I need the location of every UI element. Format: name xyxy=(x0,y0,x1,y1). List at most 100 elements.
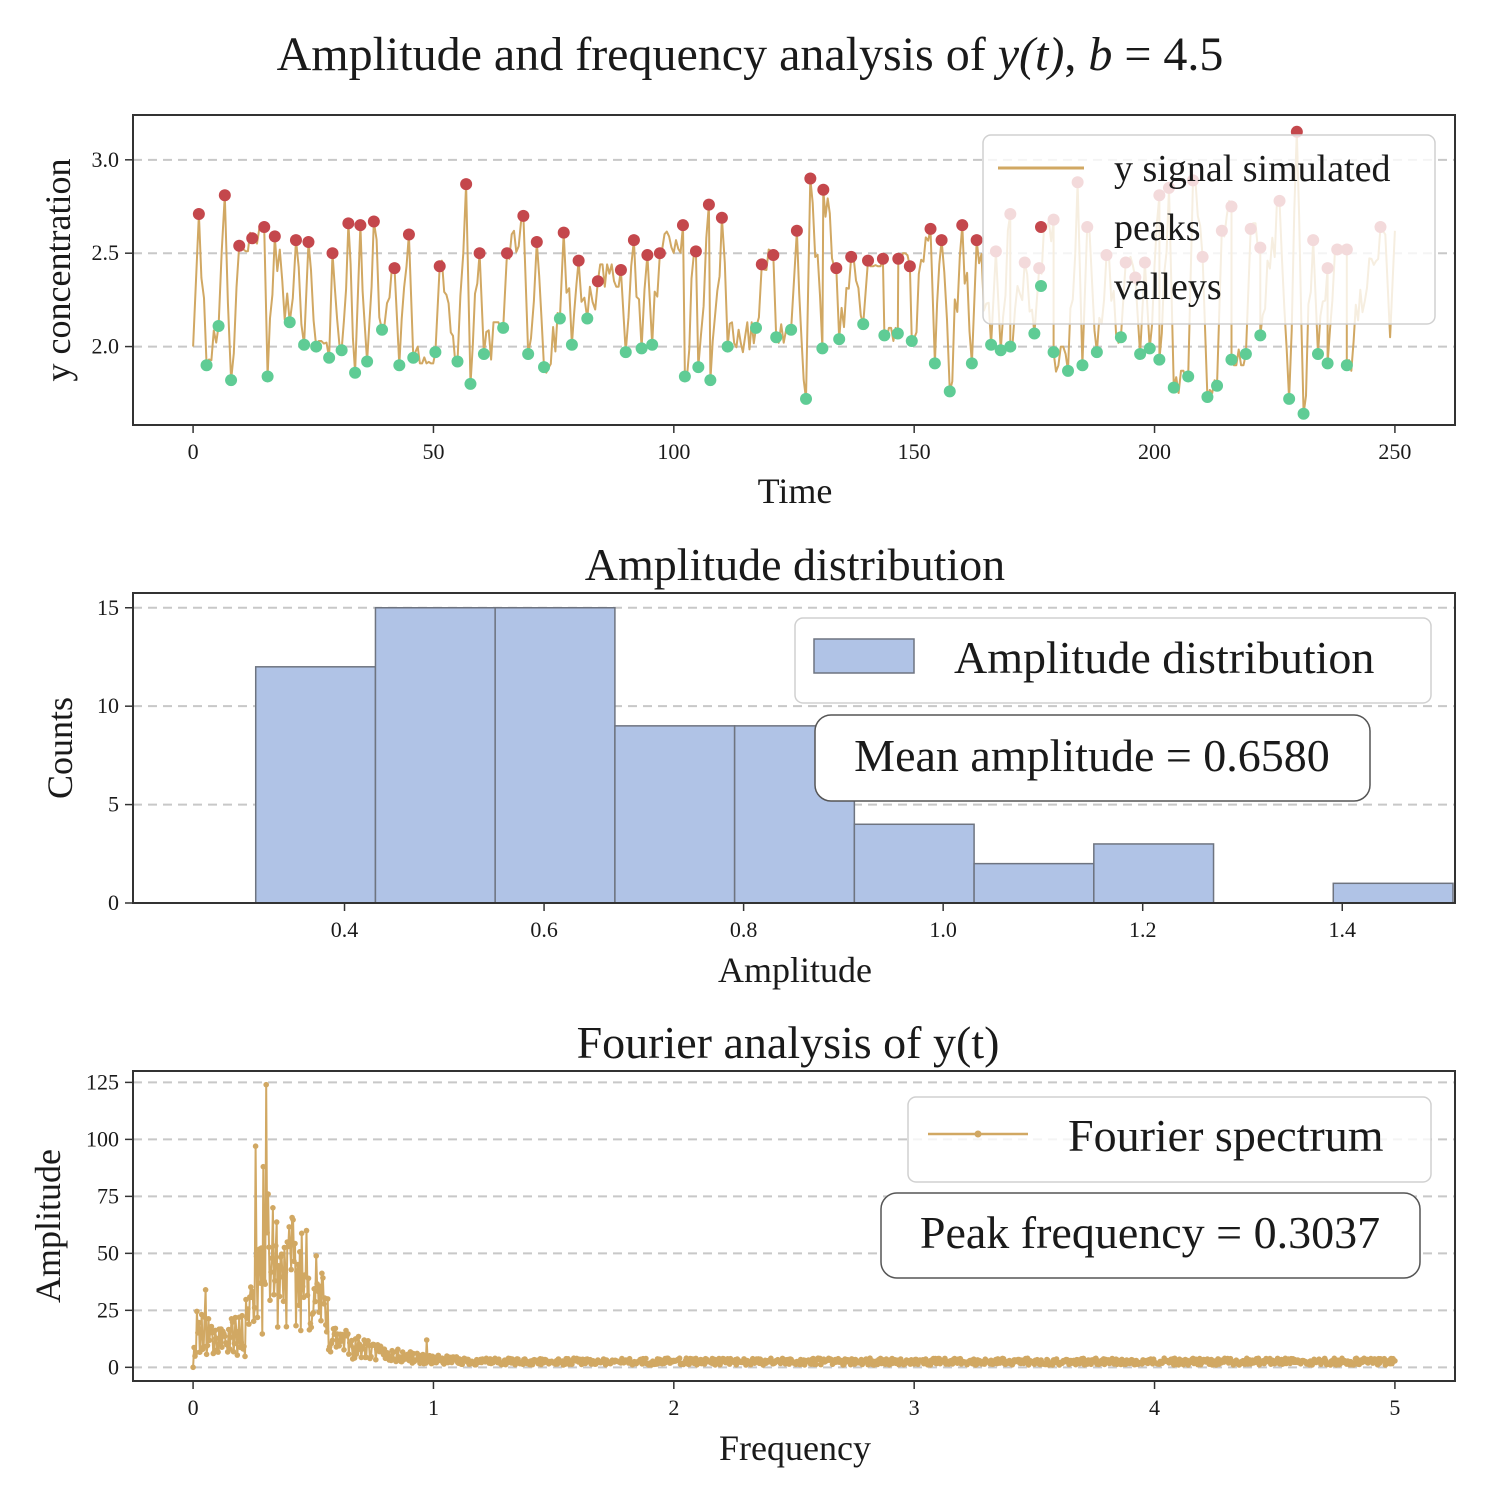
legend-peaks-label: peaks xyxy=(1114,207,1201,249)
fourier-point xyxy=(308,1324,315,1331)
fourier-point xyxy=(341,1347,347,1353)
fourier-point xyxy=(296,1302,302,1309)
peak-marker xyxy=(433,260,446,273)
fourier-point xyxy=(315,1288,321,1295)
fourier-point xyxy=(215,1349,221,1355)
fourier-point xyxy=(327,1349,334,1355)
fourier-point xyxy=(269,1255,275,1261)
time-series-legend: y signal simulated peaks valleys xyxy=(982,134,1436,325)
fourier-point xyxy=(223,1341,230,1348)
time-series-ylabel: y concentration xyxy=(38,159,78,382)
peak-marker xyxy=(530,235,543,248)
histogram-frame xyxy=(132,592,1456,904)
fourier-point xyxy=(255,1251,262,1257)
valley-marker xyxy=(1076,359,1089,372)
histogram-xtick-label: 1.2 xyxy=(1129,917,1157,942)
peak-marker xyxy=(641,249,654,262)
valley-marker xyxy=(635,342,648,355)
peak-marker xyxy=(804,172,817,185)
valley-marker xyxy=(833,333,846,346)
peak-marker xyxy=(218,189,231,202)
fourier-point xyxy=(319,1270,325,1277)
fourier-point xyxy=(271,1291,277,1298)
fourier-point xyxy=(324,1296,331,1302)
peak-frequency-box: Peak frequency = 0.3037 xyxy=(880,1192,1421,1279)
valley-marker xyxy=(770,331,783,344)
fourier-point xyxy=(393,1358,399,1365)
peak-marker xyxy=(233,239,246,252)
fourier-legend: Fourier spectrum xyxy=(907,1096,1432,1183)
valley-marker xyxy=(1201,390,1214,403)
peak-marker xyxy=(268,230,281,243)
fourier-point xyxy=(219,1344,225,1350)
valley-marker xyxy=(1211,379,1224,392)
valley-marker xyxy=(407,351,420,364)
fourier-point xyxy=(248,1284,254,1290)
legend-box xyxy=(982,134,1436,325)
fourier-point xyxy=(304,1292,311,1298)
valley-marker xyxy=(692,361,705,374)
fourier-xlabel: Frequency xyxy=(719,1428,871,1468)
valley-marker xyxy=(985,338,998,351)
valley-marker xyxy=(1062,364,1075,377)
histogram-bar xyxy=(374,607,496,904)
histogram-ytick-label: 5 xyxy=(108,792,119,817)
fourier-xtick-label: 3 xyxy=(909,1395,920,1420)
valley-marker xyxy=(704,374,717,387)
valley-marker xyxy=(1028,327,1041,340)
valley-marker xyxy=(429,346,442,359)
fourier-point xyxy=(191,1344,197,1351)
fourier-point xyxy=(297,1249,303,1255)
peak-marker xyxy=(903,260,916,273)
fourier-point xyxy=(273,1219,280,1225)
fourier-point xyxy=(282,1269,289,1276)
histogram-xtick-label: 0.8 xyxy=(730,917,758,942)
valley-marker xyxy=(994,344,1007,357)
peak-marker xyxy=(676,219,689,232)
peak-marker xyxy=(924,222,937,235)
fourier-point xyxy=(265,1191,271,1197)
annotation-box xyxy=(814,714,1371,802)
peak-marker xyxy=(653,247,666,260)
legend-valleys-label: valleys xyxy=(1114,266,1222,308)
fourier-point xyxy=(292,1240,298,1247)
valley-marker xyxy=(451,355,464,368)
fourier-point xyxy=(283,1323,290,1330)
valley-marker xyxy=(283,316,296,329)
fourier-point xyxy=(280,1298,287,1305)
valley-marker xyxy=(1004,340,1017,353)
fourier-point xyxy=(246,1321,252,1327)
fourier-point xyxy=(274,1324,281,1330)
fourier-point xyxy=(312,1298,319,1305)
fourier-point xyxy=(249,1288,256,1295)
fourier-point xyxy=(203,1351,210,1358)
fourier-point xyxy=(290,1217,296,1223)
valley-marker xyxy=(750,321,763,334)
time-series-xtick-label: 100 xyxy=(657,439,690,464)
fourier-point xyxy=(291,1258,297,1265)
legend-valleys-swatch xyxy=(1035,280,1047,292)
valley-marker xyxy=(878,329,891,342)
fourier-point xyxy=(248,1294,255,1301)
fourier-point xyxy=(279,1274,286,1280)
fourier-point xyxy=(298,1327,304,1334)
peak-marker xyxy=(354,219,367,232)
fourier-point xyxy=(1392,1358,1398,1364)
mean-amplitude-text: Mean amplitude = 0.6580 xyxy=(854,730,1330,781)
valley-marker xyxy=(225,374,238,387)
valleys-markers xyxy=(200,312,1353,420)
fourier-point xyxy=(239,1312,245,1319)
fourier-point xyxy=(355,1333,362,1340)
fourier-point xyxy=(294,1269,300,1275)
fourier-point xyxy=(321,1301,327,1307)
fourier-point xyxy=(295,1261,301,1268)
valley-marker xyxy=(905,334,918,347)
fourier-point xyxy=(422,1354,428,1360)
peak-marker xyxy=(790,224,803,237)
peak-marker xyxy=(302,235,315,248)
histogram-xlabel: Amplitude xyxy=(718,950,872,990)
fourier-point xyxy=(235,1334,242,1340)
valley-marker xyxy=(581,312,594,325)
fourier-point xyxy=(316,1309,322,1315)
